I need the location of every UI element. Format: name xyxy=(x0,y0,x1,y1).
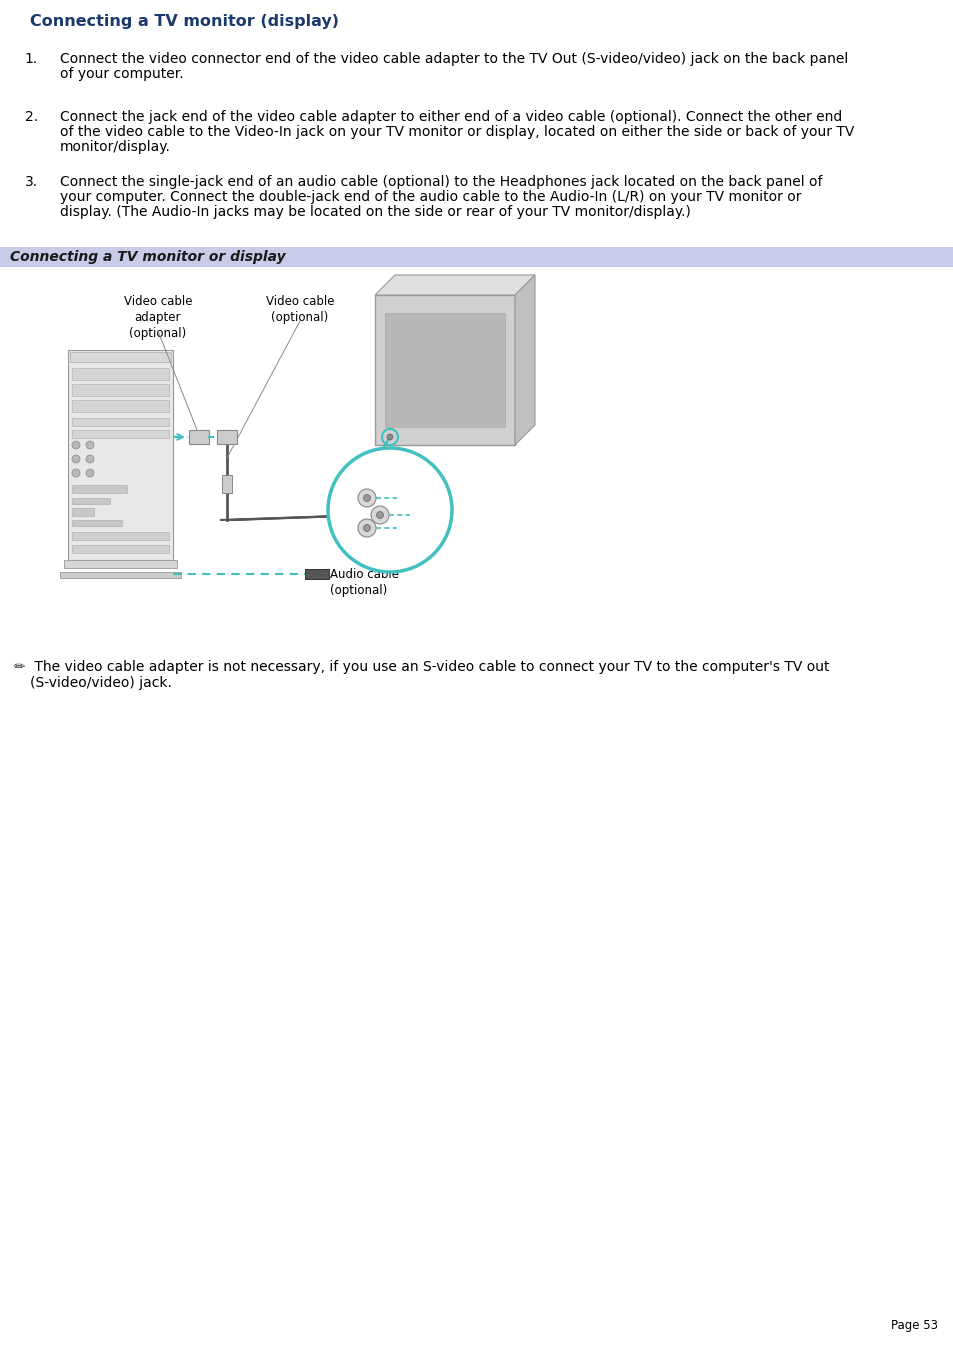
FancyBboxPatch shape xyxy=(71,544,169,553)
Text: Video cable
(optional): Video cable (optional) xyxy=(266,295,334,324)
Circle shape xyxy=(357,519,375,536)
Text: 2.: 2. xyxy=(25,109,38,124)
Text: The video cable adapter is not necessary, if you use an S-video cable to connect: The video cable adapter is not necessary… xyxy=(30,661,828,674)
FancyBboxPatch shape xyxy=(71,532,169,540)
Text: display. (The Audio-In jacks may be located on the side or rear of your TV monit: display. (The Audio-In jacks may be loca… xyxy=(60,205,690,219)
Text: of your computer.: of your computer. xyxy=(60,68,183,81)
Text: (S-video/video) jack.: (S-video/video) jack. xyxy=(30,676,172,690)
Text: Connecting a TV monitor (display): Connecting a TV monitor (display) xyxy=(30,14,338,28)
FancyBboxPatch shape xyxy=(60,571,181,578)
FancyBboxPatch shape xyxy=(71,499,110,504)
Circle shape xyxy=(71,455,80,463)
Text: monitor/display.: monitor/display. xyxy=(60,141,171,154)
FancyBboxPatch shape xyxy=(71,384,169,396)
FancyBboxPatch shape xyxy=(305,569,329,580)
FancyBboxPatch shape xyxy=(216,430,236,444)
FancyBboxPatch shape xyxy=(0,247,953,267)
Text: ✏: ✏ xyxy=(14,661,26,674)
FancyBboxPatch shape xyxy=(64,561,177,567)
Circle shape xyxy=(376,512,383,519)
Circle shape xyxy=(86,440,94,449)
Circle shape xyxy=(86,455,94,463)
FancyBboxPatch shape xyxy=(71,520,122,526)
FancyBboxPatch shape xyxy=(71,430,169,438)
FancyBboxPatch shape xyxy=(71,508,94,516)
FancyBboxPatch shape xyxy=(375,295,515,444)
Circle shape xyxy=(363,494,370,501)
Text: 1.: 1. xyxy=(25,51,38,66)
FancyBboxPatch shape xyxy=(71,367,169,380)
FancyBboxPatch shape xyxy=(68,350,172,561)
FancyBboxPatch shape xyxy=(71,417,169,426)
FancyBboxPatch shape xyxy=(71,485,127,493)
Circle shape xyxy=(357,489,375,507)
Polygon shape xyxy=(515,276,535,444)
FancyBboxPatch shape xyxy=(385,313,504,427)
Circle shape xyxy=(71,440,80,449)
Text: Page 53: Page 53 xyxy=(890,1319,937,1332)
Text: of the video cable to the Video-In jack on your TV monitor or display, located o: of the video cable to the Video-In jack … xyxy=(60,126,854,139)
Circle shape xyxy=(86,469,94,477)
Circle shape xyxy=(371,507,389,524)
Text: Connecting a TV monitor or display: Connecting a TV monitor or display xyxy=(10,250,285,265)
Circle shape xyxy=(328,449,452,571)
Text: Connect the jack end of the video cable adapter to either end of a video cable (: Connect the jack end of the video cable … xyxy=(60,109,841,124)
FancyBboxPatch shape xyxy=(71,400,169,412)
Text: Audio cable
(optional): Audio cable (optional) xyxy=(330,567,398,597)
FancyBboxPatch shape xyxy=(189,430,209,444)
Polygon shape xyxy=(375,276,535,295)
Circle shape xyxy=(71,469,80,477)
Text: your computer. Connect the double-jack end of the audio cable to the Audio-In (L: your computer. Connect the double-jack e… xyxy=(60,190,801,204)
FancyBboxPatch shape xyxy=(222,476,232,493)
FancyBboxPatch shape xyxy=(70,353,171,362)
Circle shape xyxy=(363,524,370,531)
Text: 3.: 3. xyxy=(25,176,38,189)
Circle shape xyxy=(387,434,393,440)
Text: Video cable
adapter
(optional): Video cable adapter (optional) xyxy=(124,295,193,340)
Text: Connect the video connector end of the video cable adapter to the TV Out (S-vide: Connect the video connector end of the v… xyxy=(60,51,847,66)
Text: Connect the single-jack end of an audio cable (optional) to the Headphones jack : Connect the single-jack end of an audio … xyxy=(60,176,821,189)
